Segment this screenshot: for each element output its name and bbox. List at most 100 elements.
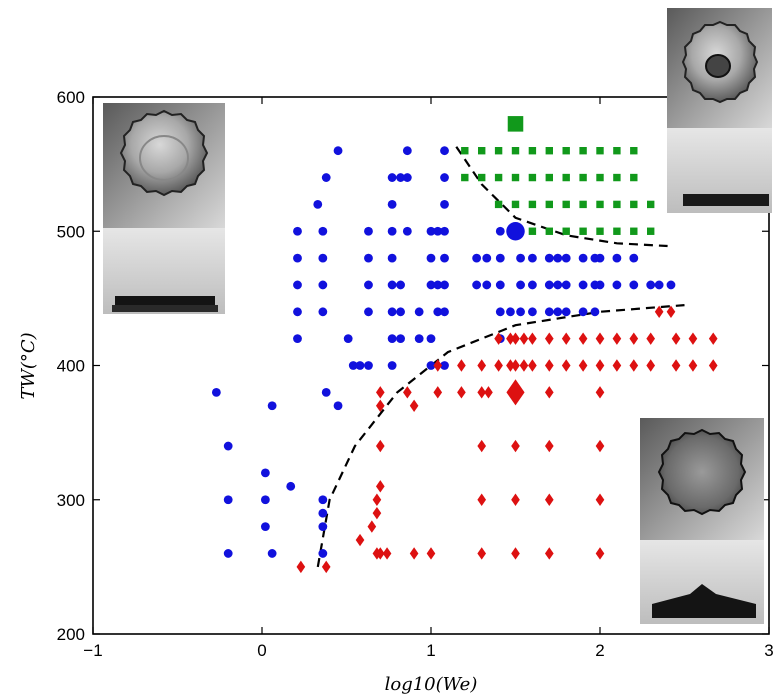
diamond-point xyxy=(544,439,554,453)
circle-point xyxy=(440,200,449,209)
diamond-point xyxy=(511,493,520,506)
square-point xyxy=(545,227,553,235)
circle-point xyxy=(364,253,373,263)
circle-point xyxy=(544,253,554,263)
x-tick-label: −1 xyxy=(83,641,102,660)
circle-point xyxy=(433,280,443,290)
axes: −1 0 1 2 3 200 300 400 500 600 xyxy=(57,88,774,660)
circle-point xyxy=(321,387,331,397)
diamond-point xyxy=(477,493,487,506)
diamond-point xyxy=(654,305,664,319)
circle-point xyxy=(293,253,302,263)
diamond-point xyxy=(666,305,676,319)
circle-point xyxy=(528,280,537,290)
diamond-point xyxy=(646,332,656,345)
circle-point xyxy=(402,146,412,156)
diamond-point xyxy=(519,359,529,372)
diamond-point xyxy=(544,386,554,399)
square-point xyxy=(630,200,638,209)
square-point xyxy=(596,147,604,155)
diamond-point xyxy=(367,520,377,533)
circle-point xyxy=(553,307,563,317)
circle-point xyxy=(426,280,436,290)
circle-point xyxy=(396,173,405,182)
circle-point xyxy=(528,307,537,317)
diamond-point xyxy=(382,547,392,560)
diamond-point xyxy=(321,560,331,574)
circle-highlight-point xyxy=(506,222,525,241)
circle-point xyxy=(472,253,482,263)
circle-point xyxy=(495,253,505,263)
circle-point xyxy=(578,280,588,290)
circle-point xyxy=(612,253,622,263)
y-tick-label: 200 xyxy=(57,625,85,644)
circle-point xyxy=(286,481,296,491)
square-point xyxy=(613,147,621,155)
x-tick-label: 3 xyxy=(764,641,773,660)
diamond-point xyxy=(688,359,698,372)
circle-point xyxy=(364,280,373,290)
square-point xyxy=(613,173,621,182)
square-point xyxy=(579,227,587,235)
diamond-point xyxy=(519,332,529,345)
circle-point xyxy=(516,280,525,290)
square-point xyxy=(647,200,655,209)
circle-point xyxy=(348,361,358,370)
x-axis-label: log10(We) xyxy=(385,674,478,695)
diamond-point xyxy=(595,439,605,453)
circle-point xyxy=(396,280,405,290)
circle-point xyxy=(318,508,328,518)
circle-point xyxy=(260,495,270,505)
diamond-point xyxy=(372,493,382,506)
diamond-point xyxy=(506,359,515,372)
diamond-point xyxy=(457,359,466,372)
diamond-point xyxy=(612,359,622,372)
circle-point xyxy=(426,253,436,263)
circle-point xyxy=(402,173,412,182)
circle-point xyxy=(629,280,639,290)
circle-point xyxy=(396,334,405,344)
circle-point xyxy=(387,280,397,290)
square-point xyxy=(579,147,587,155)
circle-point xyxy=(595,253,605,263)
circle-point xyxy=(313,200,323,209)
circle-point xyxy=(396,307,405,317)
circle-point xyxy=(440,361,449,370)
circle-point xyxy=(293,307,302,317)
circle-point xyxy=(440,307,449,317)
diamond-point xyxy=(544,332,554,345)
square-point xyxy=(545,147,553,155)
diamond-point xyxy=(578,359,588,372)
diamond-point xyxy=(612,332,622,345)
square-point xyxy=(461,173,469,182)
diamond-point xyxy=(688,332,698,345)
diamond-point xyxy=(375,399,385,412)
circle-point xyxy=(472,280,482,290)
x-tick-label: 2 xyxy=(595,641,604,660)
circle-point xyxy=(440,280,449,290)
circle-point xyxy=(223,495,233,505)
circle-point xyxy=(293,280,302,290)
circle-point xyxy=(364,361,373,370)
square-point xyxy=(579,200,587,209)
square-point xyxy=(562,227,570,235)
circle-point xyxy=(553,253,563,263)
square-point xyxy=(613,200,621,209)
circle-point xyxy=(426,361,436,370)
diamond-point xyxy=(561,332,571,345)
square-point xyxy=(511,173,520,182)
circle-point xyxy=(318,226,328,236)
diamond-point xyxy=(595,359,605,372)
diamond-point xyxy=(511,332,520,345)
y-tick-label: 600 xyxy=(57,88,85,107)
square-point xyxy=(596,173,604,182)
circle-point xyxy=(578,307,588,317)
circle-point xyxy=(544,307,554,317)
square-point xyxy=(511,147,520,155)
circle-point xyxy=(561,307,571,317)
y-tick-label: 500 xyxy=(57,222,85,241)
diamond-point xyxy=(629,359,639,372)
diamond-point xyxy=(708,332,718,345)
diamond-point xyxy=(708,359,718,372)
